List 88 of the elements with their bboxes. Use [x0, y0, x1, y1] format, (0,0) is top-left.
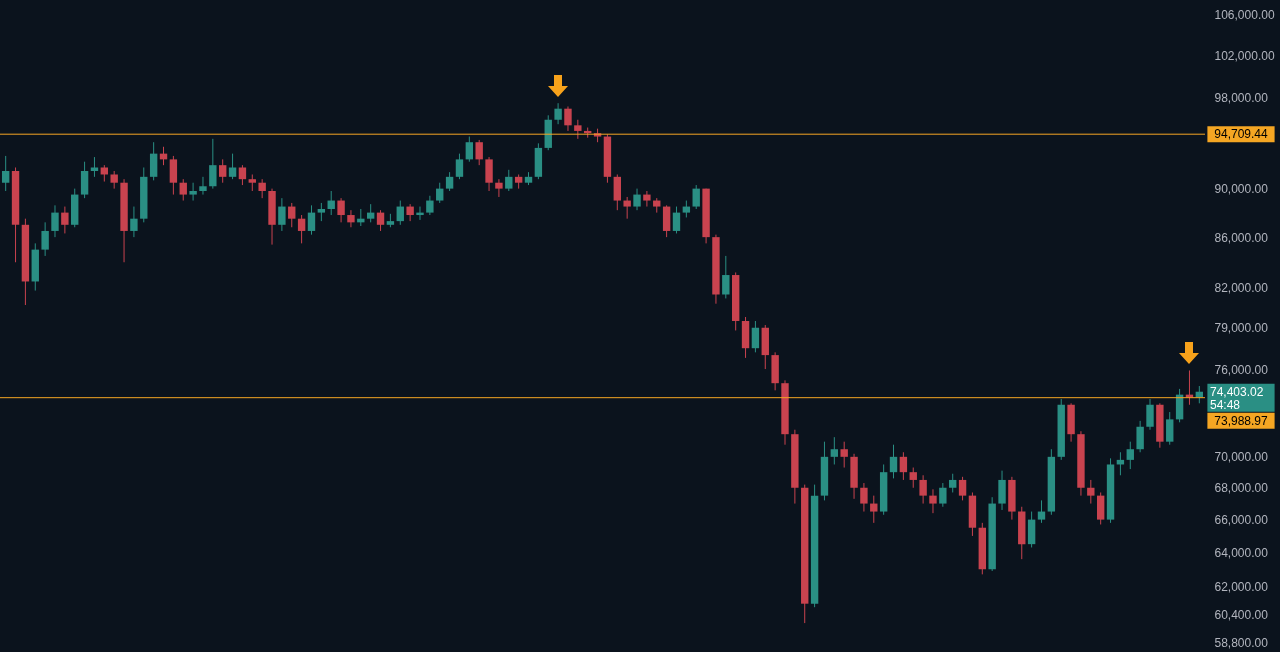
y-tick-label: 68,000.00	[1214, 481, 1269, 496]
candlestick	[238, 164, 247, 186]
candlestick	[61, 206, 69, 234]
candlestick	[692, 184, 700, 210]
candlestick	[297, 214, 306, 244]
candlestick	[889, 444, 898, 479]
candlestick	[307, 204, 316, 236]
candlestick	[228, 153, 237, 180]
candlestick	[347, 209, 355, 228]
y-tick-label: 62,000.00	[1214, 579, 1269, 594]
y-tick-label: 106,000.00	[1214, 7, 1275, 22]
candlestick	[505, 169, 513, 192]
text: 74,403.02	[1210, 384, 1264, 399]
candlestick	[1146, 398, 1154, 431]
candlestick	[1037, 499, 1046, 524]
y-tick-label: 90,000.00	[1214, 182, 1269, 197]
candlestick	[613, 173, 621, 211]
candlestick	[1126, 441, 1134, 470]
candlestick	[722, 255, 730, 299]
candlestick	[130, 206, 138, 238]
candlestick	[495, 178, 503, 198]
candlestick	[41, 221, 49, 257]
candlestick	[278, 197, 286, 232]
y-tick-label: 70,000.00	[1214, 450, 1269, 465]
candlestick	[51, 204, 59, 238]
candlestick	[860, 482, 868, 513]
y-tick-label: 64,000.00	[1214, 545, 1269, 560]
candlestick	[830, 436, 839, 465]
candlestick	[80, 161, 89, 199]
candlestick	[396, 200, 404, 226]
candlestick	[870, 495, 878, 524]
candlestick	[317, 202, 326, 222]
candlestick	[1096, 491, 1105, 525]
candlestick	[465, 136, 474, 163]
candlestick	[288, 202, 296, 228]
candlestick	[909, 467, 917, 489]
candlestick	[436, 182, 444, 204]
candlestick	[574, 119, 582, 140]
y-tick-label: 102,000.00	[1214, 48, 1275, 63]
candlestick	[179, 178, 187, 202]
candlestick	[554, 102, 562, 125]
candlestick	[337, 197, 345, 223]
candlestick	[169, 155, 178, 196]
candlestick	[1136, 420, 1144, 453]
candlestick	[672, 206, 681, 234]
candlestick	[633, 188, 641, 211]
candlestick	[219, 158, 227, 184]
candlestick	[90, 156, 99, 178]
candlestick	[209, 138, 217, 190]
candlestick	[1, 155, 10, 192]
candlestick	[327, 190, 335, 216]
candlestick	[475, 139, 483, 166]
candlestick	[485, 156, 493, 192]
candlestick	[840, 441, 848, 469]
candlestick	[919, 474, 927, 505]
candlestick	[929, 488, 937, 514]
candlestick	[958, 476, 967, 501]
candlestick	[1166, 411, 1174, 446]
y-tick-label: 60,400.00	[1214, 607, 1269, 622]
candlestick	[199, 176, 207, 196]
y-tick-label: 58,800.00	[1214, 636, 1269, 651]
ref-line-label: 73,988.97	[1214, 413, 1269, 428]
candlestick	[189, 182, 197, 202]
y-tick-label: 86,000.00	[1214, 230, 1269, 245]
candlestick	[149, 141, 158, 181]
candlestick	[643, 190, 651, 208]
candlestick	[939, 482, 947, 508]
y-tick-label: 82,000.00	[1214, 281, 1269, 296]
candlestick	[445, 171, 454, 192]
candlestick	[426, 195, 434, 216]
candlestick	[564, 105, 572, 132]
candlestick	[455, 153, 464, 180]
candlestick	[949, 473, 957, 493]
ref-line-label: 94,709.44	[1214, 127, 1269, 142]
candlestick	[899, 451, 908, 481]
text: 54:48	[1210, 397, 1241, 412]
candlestick	[998, 470, 1006, 511]
candlestick	[258, 178, 266, 199]
y-tick-label: 66,000.00	[1214, 513, 1269, 528]
candlestick	[406, 203, 414, 222]
candlestick	[376, 209, 385, 232]
candlestick	[751, 320, 760, 353]
y-tick-label: 98,000.00	[1214, 91, 1269, 106]
y-tick-label: 79,000.00	[1214, 321, 1269, 336]
candlestick	[623, 196, 631, 220]
candlestick	[1087, 479, 1095, 505]
y-tick-label: 76,000.00	[1214, 362, 1269, 377]
candlestick	[366, 203, 375, 223]
